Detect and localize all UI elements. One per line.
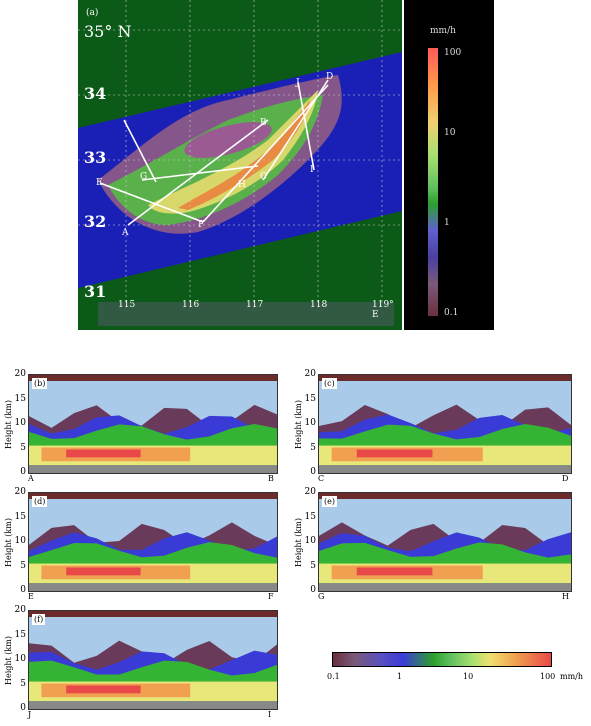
precipitation-map: (a) 35° N 34 33 32 31 115 116 117 118 11… bbox=[78, 0, 402, 330]
section-canvas bbox=[29, 611, 277, 709]
section-canvas bbox=[319, 375, 571, 473]
y-tick: 20 bbox=[14, 487, 26, 497]
section-plot bbox=[28, 610, 278, 710]
map-canvas bbox=[78, 0, 402, 326]
y-tick: 20 bbox=[14, 369, 26, 379]
section-plot bbox=[28, 374, 278, 474]
y-tick: 10 bbox=[14, 536, 26, 546]
section-right-label: B bbox=[268, 474, 274, 483]
lon-label-117: 117 bbox=[246, 300, 264, 310]
y-tick: 5 bbox=[20, 678, 26, 689]
point-J: J bbox=[296, 78, 300, 88]
hbar-tick-100: 100 bbox=[540, 672, 556, 681]
colorbar-tick-0.1: 0.1 bbox=[444, 308, 459, 318]
section-tag: (b) bbox=[32, 378, 48, 389]
cross-section-0: Height (km) 20 15 10 5 0 (b) A B bbox=[2, 369, 280, 488]
section-left-label: J bbox=[28, 710, 32, 719]
point-C: C bbox=[260, 172, 267, 182]
hbar-tick-1: 1 bbox=[397, 672, 403, 681]
section-canvas bbox=[29, 493, 277, 591]
point-G: G bbox=[140, 172, 148, 182]
y-tick: 10 bbox=[14, 418, 26, 428]
point-I: I bbox=[310, 165, 314, 175]
y-tick: 15 bbox=[14, 393, 26, 404]
lat-title: 35° N bbox=[84, 22, 132, 41]
y-tick: 0 bbox=[20, 585, 26, 595]
lon-label-116: 116 bbox=[182, 300, 200, 310]
point-H: H bbox=[238, 180, 246, 190]
section-left-label: E bbox=[28, 592, 34, 601]
y-tick: 10 bbox=[304, 418, 316, 428]
y-tick: 15 bbox=[14, 629, 26, 640]
section-tag: (c) bbox=[322, 378, 337, 389]
section-right-label: D bbox=[562, 474, 569, 483]
y-tick: 10 bbox=[14, 654, 26, 664]
section-plot bbox=[318, 374, 572, 474]
lon-label-118: 118 bbox=[310, 300, 328, 310]
point-D: D bbox=[326, 72, 334, 82]
section-plot bbox=[318, 492, 572, 592]
colorbar-gradient bbox=[428, 48, 438, 316]
y-tick: 5 bbox=[310, 560, 316, 571]
y-tick: 0 bbox=[310, 585, 316, 595]
lat-label-33: 33 bbox=[84, 148, 107, 167]
lon-label-119: 119° E bbox=[372, 300, 394, 320]
section-right-label: F bbox=[268, 592, 274, 601]
section-plot bbox=[28, 492, 278, 592]
map-tag: (a) bbox=[86, 8, 99, 18]
colorbar-tick-1: 1 bbox=[444, 218, 450, 228]
y-tick: 5 bbox=[20, 560, 26, 571]
hbar-unit: mm/h bbox=[560, 672, 584, 681]
y-tick: 15 bbox=[304, 393, 316, 404]
y-tick: 20 bbox=[304, 487, 316, 497]
hbar-tick-10: 10 bbox=[463, 672, 474, 681]
map-grid bbox=[78, 0, 402, 305]
lat-label-32: 32 bbox=[84, 212, 107, 231]
point-F: F bbox=[198, 220, 205, 230]
section-tag: (d) bbox=[32, 496, 48, 507]
y-tick: 0 bbox=[20, 467, 26, 477]
section-lines bbox=[99, 79, 329, 226]
y-tick: 0 bbox=[310, 467, 316, 477]
colorbar-tick-100: 100 bbox=[444, 48, 462, 58]
cross-section-1: Height (km) 20 15 10 5 0 (c) C D bbox=[292, 369, 574, 488]
y-tick: 20 bbox=[14, 605, 26, 615]
cross-section-4: Height (km) 20 15 10 5 0 (f) J I bbox=[2, 605, 280, 724]
section-canvas bbox=[319, 493, 571, 591]
section-tag: (f) bbox=[32, 614, 46, 625]
section-right-label: I bbox=[268, 710, 272, 719]
lat-label-34: 34 bbox=[84, 84, 107, 103]
y-tick: 20 bbox=[304, 369, 316, 379]
cross-section-2: Height (km) 20 15 10 5 0 (d) E F bbox=[2, 487, 280, 606]
section-canvas bbox=[29, 375, 277, 473]
colorbar-unit: mm/h bbox=[430, 26, 456, 36]
lon-label-115: 115 bbox=[118, 300, 136, 310]
section-left-label: A bbox=[28, 474, 34, 483]
point-A: A bbox=[122, 228, 129, 238]
y-tick: 5 bbox=[310, 442, 316, 453]
cross-section-3: Height (km) 20 15 10 5 0 (e) G H bbox=[292, 487, 574, 606]
rain-area-west bbox=[184, 122, 272, 158]
section-left-label: C bbox=[318, 474, 325, 483]
y-tick: 5 bbox=[20, 442, 26, 453]
vertical-colorbar: mm/h 100 10 1 0.1 bbox=[404, 0, 494, 330]
y-tick: 10 bbox=[304, 536, 316, 546]
y-tick: 15 bbox=[14, 511, 26, 522]
section-left-label: G bbox=[318, 592, 325, 601]
horizontal-colorbar bbox=[332, 652, 552, 667]
section-tag: (e) bbox=[322, 496, 337, 507]
map-bottom-strip bbox=[98, 302, 394, 326]
point-E: E bbox=[96, 178, 103, 188]
section-right-label: H bbox=[562, 592, 569, 601]
point-B: B bbox=[260, 118, 267, 128]
y-tick: 0 bbox=[20, 703, 26, 713]
colorbar-tick-10: 10 bbox=[444, 128, 456, 138]
y-tick: 15 bbox=[304, 511, 316, 522]
hbar-tick-0.1: 0.1 bbox=[327, 672, 340, 681]
lat-label-31: 31 bbox=[84, 282, 107, 301]
